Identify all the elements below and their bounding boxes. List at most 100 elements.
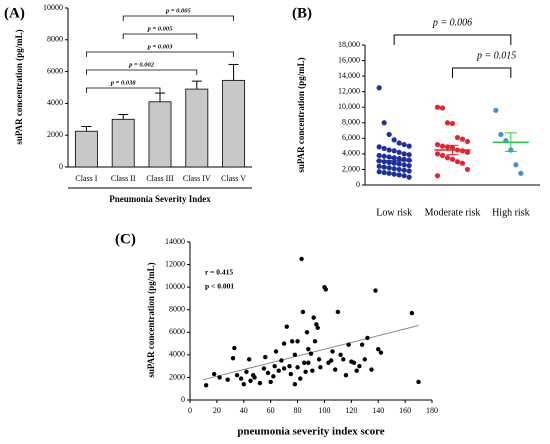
y-tick-label: 2000: [47, 130, 63, 139]
data-point: [303, 369, 308, 374]
y-tick-label: 6000: [169, 327, 185, 336]
data-point: [343, 372, 349, 378]
data-point: [268, 379, 273, 385]
panel-label: (B): [292, 5, 312, 21]
data-point: [381, 145, 387, 152]
data-point: [281, 366, 287, 371]
x-tick-label: Class III: [146, 174, 174, 183]
data-point: [434, 151, 441, 157]
data-point: [386, 165, 392, 171]
data-point: [279, 358, 284, 363]
data-point: [362, 357, 367, 362]
data-point: [341, 357, 346, 362]
data-point: [323, 287, 328, 292]
data-point: [376, 347, 381, 352]
data-point: [401, 173, 407, 179]
data-point: [246, 357, 252, 362]
data-point: [386, 131, 392, 138]
x-tick-label: Class I: [75, 174, 97, 183]
x-tick-label: 40: [240, 406, 248, 415]
data-point: [263, 354, 268, 360]
x-tick-label: 160: [399, 406, 411, 415]
significance-bracket: [393, 34, 512, 45]
data-point: [315, 325, 320, 330]
data-point: [230, 356, 236, 361]
data-point: [306, 360, 311, 365]
data-point: [338, 352, 343, 358]
y-axis-label: suPAR concentration (pg/mL): [146, 262, 156, 377]
p-value: p = 0.005: [147, 25, 174, 32]
data-point: [272, 363, 277, 369]
significance-bracket: [122, 15, 234, 21]
data-point: [330, 349, 335, 354]
y-tick-label: 14000: [165, 237, 185, 246]
y-tick-label: 18,000: [338, 40, 360, 49]
data-point: [225, 377, 230, 382]
data-point: [459, 160, 466, 166]
p-value: p = 0.006: [432, 17, 472, 28]
y-tick-label: 2000: [169, 372, 185, 381]
data-point: [376, 152, 382, 159]
data-point: [381, 153, 387, 159]
data-point: [406, 162, 412, 169]
data-point: [265, 370, 271, 376]
data-point: [314, 322, 319, 327]
data-point: [464, 149, 471, 155]
data-point: [312, 339, 318, 344]
data-point: [391, 148, 397, 154]
data-point: [241, 382, 246, 387]
data-point: [406, 174, 412, 180]
data-point: [449, 156, 456, 162]
data-point: [298, 376, 303, 381]
data-point: [444, 120, 451, 126]
data-point: [381, 120, 387, 126]
data-point: [396, 140, 402, 146]
y-tick-label: 10000: [165, 282, 185, 291]
data-point: [359, 342, 365, 347]
data-point: [276, 368, 281, 373]
data-point: [518, 170, 524, 176]
y-tick-label: 4,000: [342, 149, 360, 158]
data-point: [444, 155, 451, 161]
data-point: [386, 147, 392, 153]
data-point: [376, 163, 382, 169]
data-point: [439, 105, 446, 111]
data-point: [299, 256, 304, 262]
data-point: [391, 137, 397, 143]
data-point: [381, 169, 387, 176]
data-point: [288, 371, 294, 377]
y-tick-label: 0: [59, 162, 63, 171]
data-point: [381, 164, 387, 170]
data-point: [302, 360, 307, 365]
y-tick-label: 2,000: [342, 164, 360, 173]
x-tick-label: Class II: [111, 174, 136, 183]
data-point: [406, 157, 412, 163]
data-point: [232, 345, 237, 351]
data-point: [244, 369, 249, 374]
data-point: [308, 351, 314, 356]
data-point: [328, 358, 334, 363]
x-tick-label: Low risk: [376, 207, 412, 218]
data-point: [234, 372, 240, 378]
y-tick-label: 16,000: [338, 55, 360, 64]
data-point: [464, 138, 471, 145]
p-value: p = 0.002: [128, 61, 155, 68]
data-point: [401, 162, 407, 168]
data-point: [281, 341, 287, 346]
data-point: [295, 365, 300, 370]
significance-bracket: [86, 87, 161, 93]
y-tick-label: 6,000: [342, 133, 360, 142]
data-point: [459, 136, 466, 142]
data-point: [439, 143, 446, 149]
y-tick-label: 0: [181, 395, 185, 404]
x-tick-label: 80: [294, 406, 302, 415]
y-tick-label: 10000: [43, 3, 63, 12]
data-point: [365, 335, 370, 341]
data-point: [434, 173, 441, 179]
data-point: [261, 366, 267, 371]
bar: [185, 88, 209, 168]
y-tick-label: 6000: [47, 66, 63, 75]
data-point: [396, 172, 402, 178]
data-point: [454, 134, 461, 141]
